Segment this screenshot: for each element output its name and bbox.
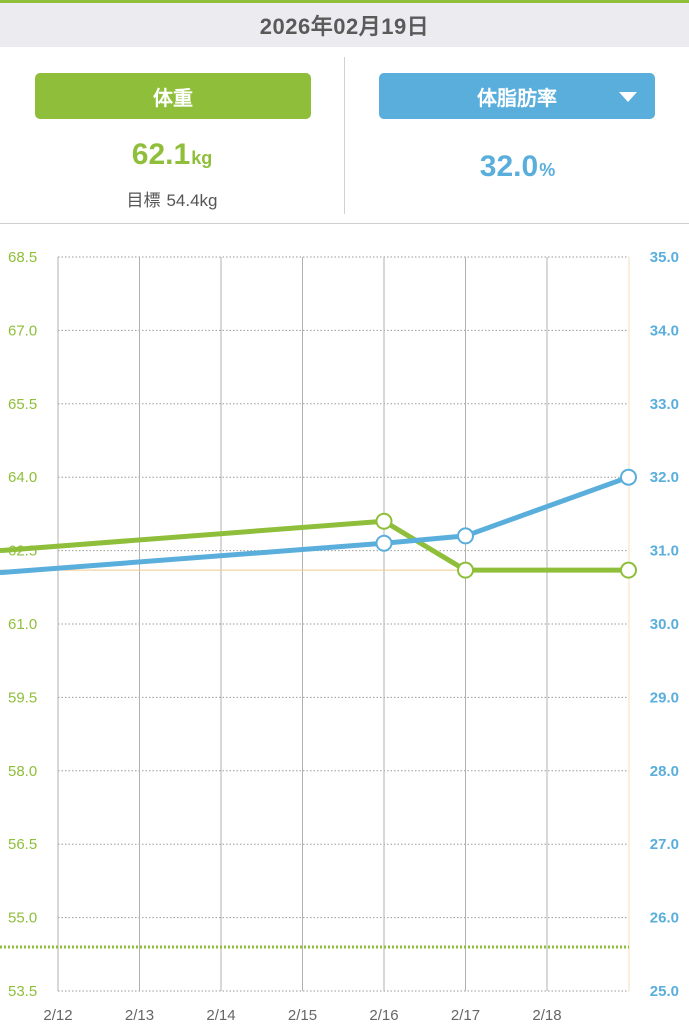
weight-unit: kg <box>191 148 213 168</box>
y-right-tick-label: 29.0 <box>650 689 679 706</box>
weight-button[interactable]: 体重 <box>35 73 311 119</box>
body-fat-dropdown-button[interactable]: 体脂肪率 <box>379 73 655 119</box>
body-fat-series-line <box>0 474 630 576</box>
weight-data-point <box>457 561 474 579</box>
weight-value: 62.1 <box>131 138 191 171</box>
weight-panel: 体重 62.1kg 目標 54.4kg <box>0 48 344 223</box>
y-left-tick-label: 55.0 <box>8 910 37 927</box>
panel-divider <box>344 57 345 214</box>
y-left-tick-label: 56.5 <box>8 836 37 853</box>
weight-data-point <box>375 512 393 530</box>
fat-panel: 体脂肪率 32.0% <box>346 48 689 223</box>
y-right-tick-label: 27.0 <box>650 836 679 853</box>
body-fat-button-label: 体脂肪率 <box>477 87 557 110</box>
y-left-tick-label: 65.5 <box>8 396 37 413</box>
y-right-tick-label: 33.0 <box>650 396 679 413</box>
y-right-tick-label: 32.0 <box>650 469 679 486</box>
weight-goal: 目標 54.4kg <box>0 186 344 211</box>
y-left-tick-label: 53.5 <box>8 983 37 1000</box>
top-accent-line <box>0 0 689 3</box>
y-left-tick-label: 68.5 <box>8 249 37 266</box>
caret-down-icon <box>619 92 637 102</box>
x-tick-label: 2/12 <box>43 1007 72 1024</box>
date-header: 2026年02月19日 <box>0 3 689 47</box>
goal-label: 目標 <box>126 191 161 210</box>
x-tick-label: 2/14 <box>206 1007 235 1024</box>
y-right-tick-label: 31.0 <box>650 543 679 560</box>
x-tick-label: 2/15 <box>288 1007 317 1024</box>
y-left-tick-label: 58.0 <box>8 763 37 780</box>
y-right-tick-label: 25.0 <box>650 983 679 1000</box>
body-fat-data-point <box>620 468 637 486</box>
body-fat-data-point <box>457 527 474 545</box>
x-tick-label: 2/13 <box>125 1007 154 1024</box>
x-tick-label: 2/18 <box>532 1007 561 1024</box>
weight-bodyfat-chart[interactable]: 2/12 2/13 2/14 2/15 2/16 2/17 2/18 68.5 67.0 65.5… <box>0 224 689 1024</box>
weight-value-display: 62.1kg <box>0 138 344 172</box>
y-right-tick-label: 28.0 <box>650 763 679 780</box>
weight-data-point <box>620 561 637 579</box>
y-left-tick-label: 64.0 <box>8 469 37 486</box>
y-left-tick-label: 61.0 <box>8 616 37 633</box>
body-fat-value-display: 32.0% <box>346 150 689 184</box>
body-fat-value: 32.0 <box>479 150 539 183</box>
x-tick-label: 2/17 <box>451 1007 480 1024</box>
weight-series-line <box>0 518 629 573</box>
y-left-tick-label: 59.5 <box>8 689 37 706</box>
body-fat-data-point <box>375 534 393 552</box>
y-right-tick-label: 30.0 <box>650 616 679 633</box>
goal-value: 54.4kg <box>166 191 218 210</box>
x-tick-label: 2/16 <box>369 1007 398 1024</box>
y-left-tick-label: 67.0 <box>8 322 37 339</box>
y-right-tick-label: 34.0 <box>650 322 679 339</box>
body-fat-unit: % <box>539 160 556 180</box>
header-divider <box>0 223 689 224</box>
y-right-tick-label: 35.0 <box>650 249 679 266</box>
y-right-tick-label: 26.0 <box>650 910 679 927</box>
